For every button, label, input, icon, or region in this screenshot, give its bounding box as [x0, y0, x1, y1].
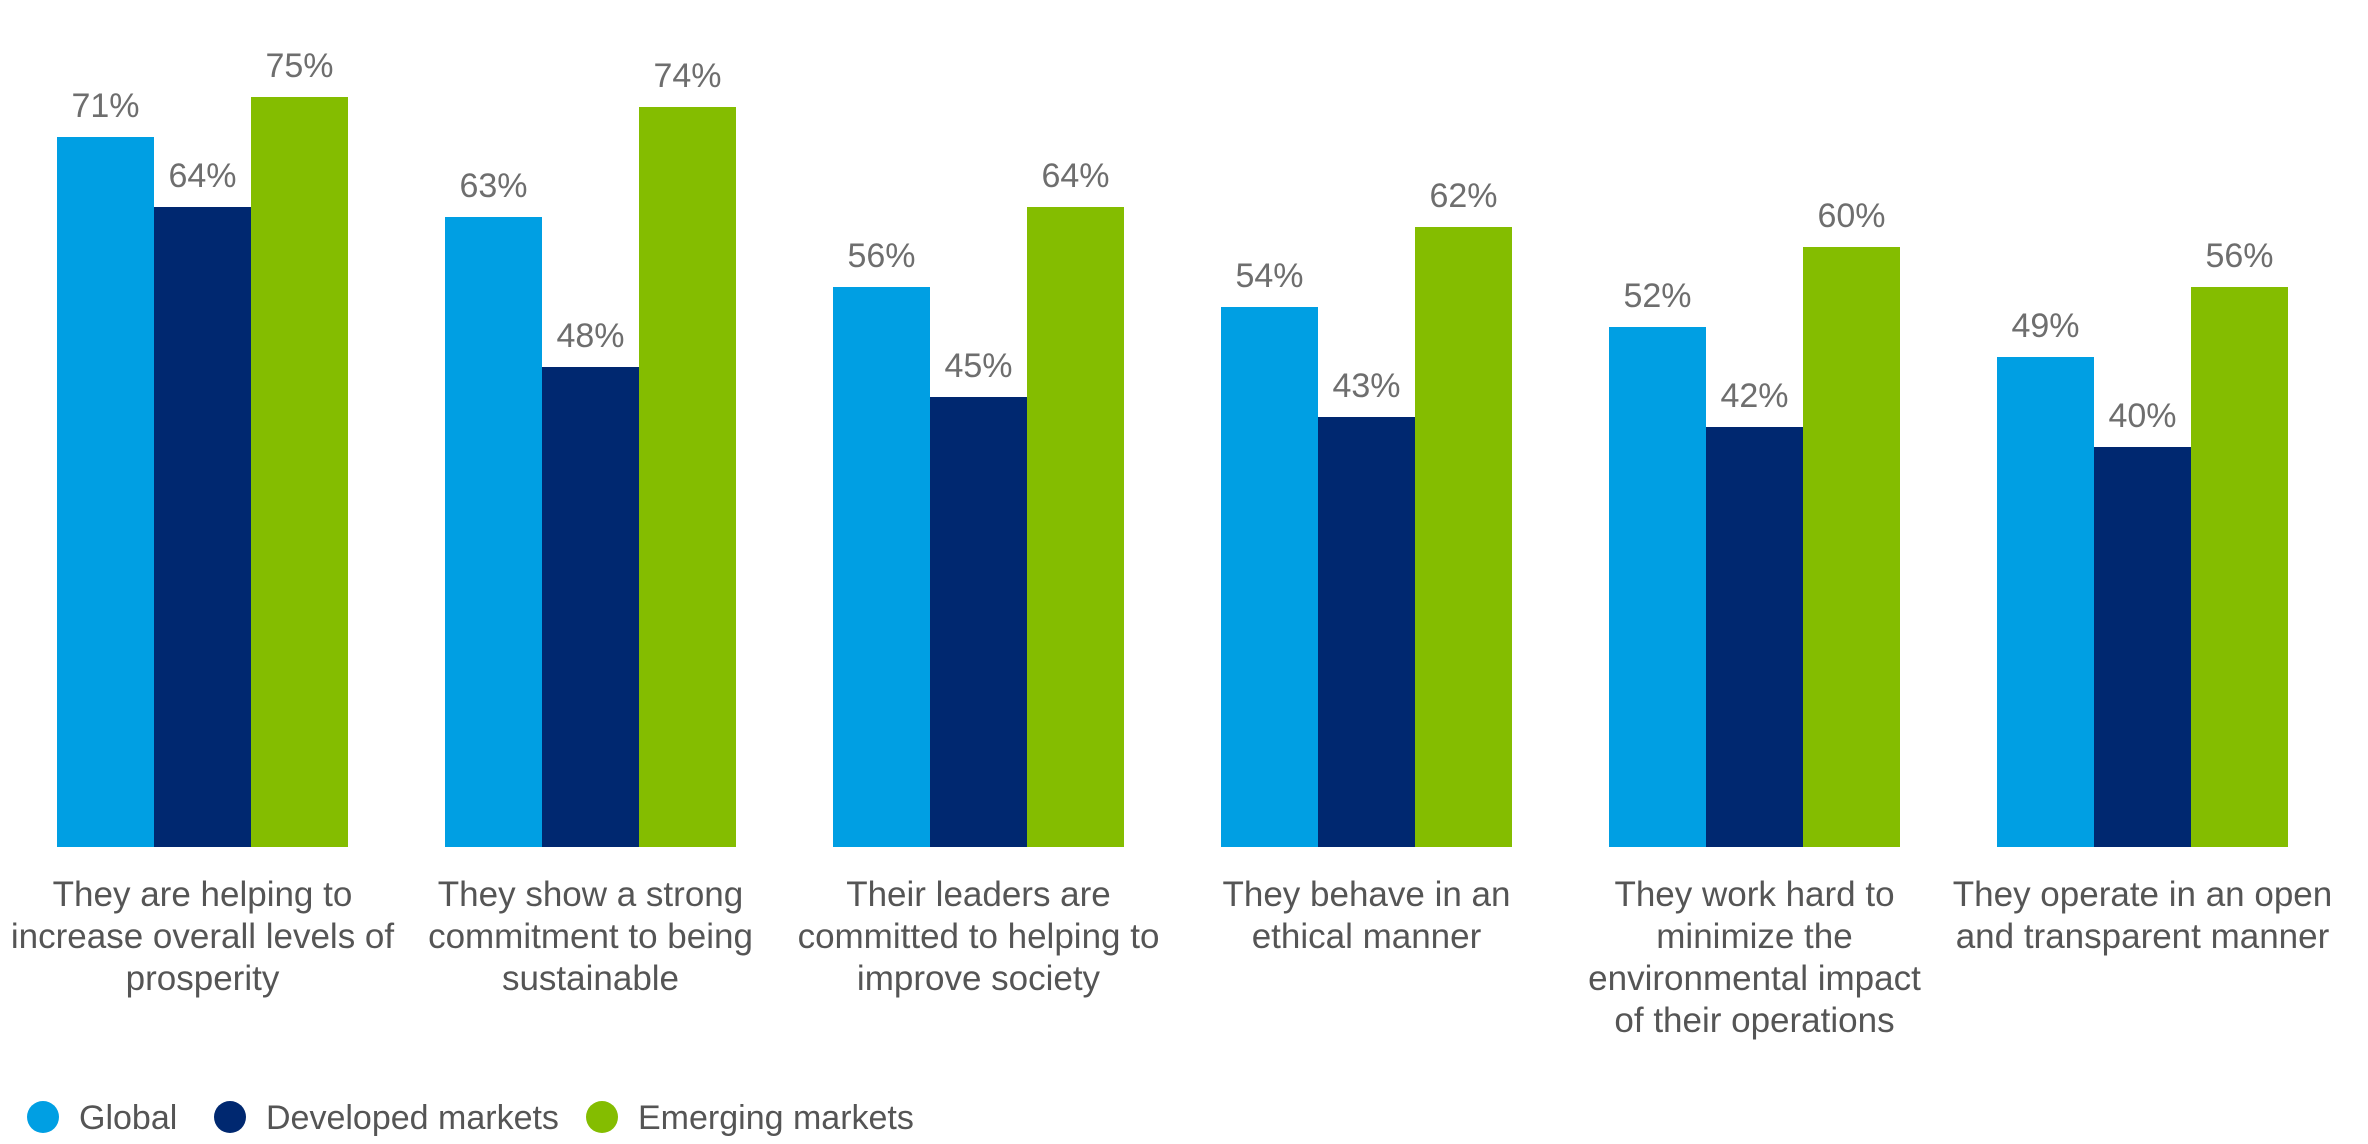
value-label: 48%: [556, 317, 624, 355]
value-label: 54%: [1235, 257, 1303, 295]
value-label: 64%: [168, 157, 236, 195]
legend-marker-global: [27, 1101, 59, 1133]
legend-label-emerging-markets: Emerging markets: [638, 1099, 914, 1137]
value-label: 56%: [2205, 237, 2273, 275]
value-label: 45%: [944, 347, 1012, 385]
category-label-line: They work hard to: [1614, 875, 1894, 914]
value-label: 60%: [1817, 197, 1885, 235]
bar-6-emerging-markets: [2191, 287, 2288, 847]
bar-6-global: [1997, 357, 2094, 847]
category-label-line: They operate in an open: [1953, 875, 2332, 914]
category-label-line: commitment to being: [428, 917, 753, 956]
bar-5-global: [1609, 327, 1706, 847]
value-labels-layer: 71% 64% 75% 63% 48% 74% 56% 45% 64% 54% 43% 62% 52% 4…: [71, 47, 2273, 435]
category-label-line: minimize the: [1656, 917, 1852, 956]
bar-3-developed-markets: [930, 397, 1027, 847]
bar-1-global: [57, 137, 154, 847]
value-label: 64%: [1041, 157, 1109, 195]
legend-marker-developed-markets: [214, 1101, 246, 1133]
value-label: 74%: [653, 57, 721, 95]
value-label: 52%: [1623, 277, 1691, 315]
category-label: They show a strong commitment to being sus…: [428, 875, 753, 998]
legend-label-global: Global: [79, 1099, 177, 1137]
value-label: 49%: [2011, 307, 2079, 345]
bar-5-developed-markets: [1706, 427, 1803, 847]
bar-1-emerging-markets: [251, 97, 348, 847]
category-label-line: environmental impact: [1588, 959, 1921, 998]
value-label: 62%: [1429, 177, 1497, 215]
value-label: 71%: [71, 87, 139, 125]
category-label: They operate in an open and transparent m…: [1953, 875, 2332, 956]
bar-2-developed-markets: [542, 367, 639, 847]
value-label: 43%: [1332, 367, 1400, 405]
category-label-line: increase overall levels of: [11, 917, 395, 956]
value-label: 63%: [459, 167, 527, 205]
category-label-line: improve society: [857, 959, 1101, 998]
legend-label-developed-markets: Developed markets: [266, 1099, 559, 1137]
category-label: They behave in an ethical manner: [1223, 875, 1511, 956]
category-label-line: They behave in an: [1223, 875, 1511, 914]
category-label-line: prosperity: [126, 959, 280, 998]
category-label-line: and transparent manner: [1956, 917, 2330, 956]
bar-3-global: [833, 287, 930, 847]
bar-4-emerging-markets: [1415, 227, 1512, 847]
category-label-line: ethical manner: [1252, 917, 1482, 956]
bar-5-emerging-markets: [1803, 247, 1900, 847]
category-label-line: of their operations: [1614, 1001, 1894, 1040]
bar-1-developed-markets: [154, 207, 251, 847]
bar-4-global: [1221, 307, 1318, 847]
value-label: 42%: [1720, 377, 1788, 415]
bar-3-emerging-markets: [1027, 207, 1124, 847]
value-label: 56%: [847, 237, 915, 275]
category-label: They are helping to increase overall leve…: [11, 875, 395, 998]
category-label-line: committed to helping to: [798, 917, 1160, 956]
category-labels-layer: They are helping to increase overall leve…: [11, 875, 2332, 1040]
bar-2-global: [445, 217, 542, 847]
value-label: 75%: [265, 47, 333, 85]
category-label: They work hard to minimize the environment…: [1588, 875, 1921, 1040]
bars-layer: [57, 97, 2288, 847]
bar-2-emerging-markets: [639, 107, 736, 847]
bar-6-developed-markets: [2094, 447, 2191, 847]
category-label-line: They show a strong: [438, 875, 743, 914]
legend: Global Developed markets Emerging markets: [27, 1099, 914, 1137]
value-label: 40%: [2108, 397, 2176, 435]
category-label-line: sustainable: [502, 959, 679, 998]
bar-4-developed-markets: [1318, 417, 1415, 847]
category-label: Their leaders are committed to helping to…: [798, 875, 1160, 998]
category-label-line: Their leaders are: [846, 875, 1111, 914]
legend-marker-emerging-markets: [586, 1101, 618, 1133]
category-label-line: They are helping to: [53, 875, 353, 914]
